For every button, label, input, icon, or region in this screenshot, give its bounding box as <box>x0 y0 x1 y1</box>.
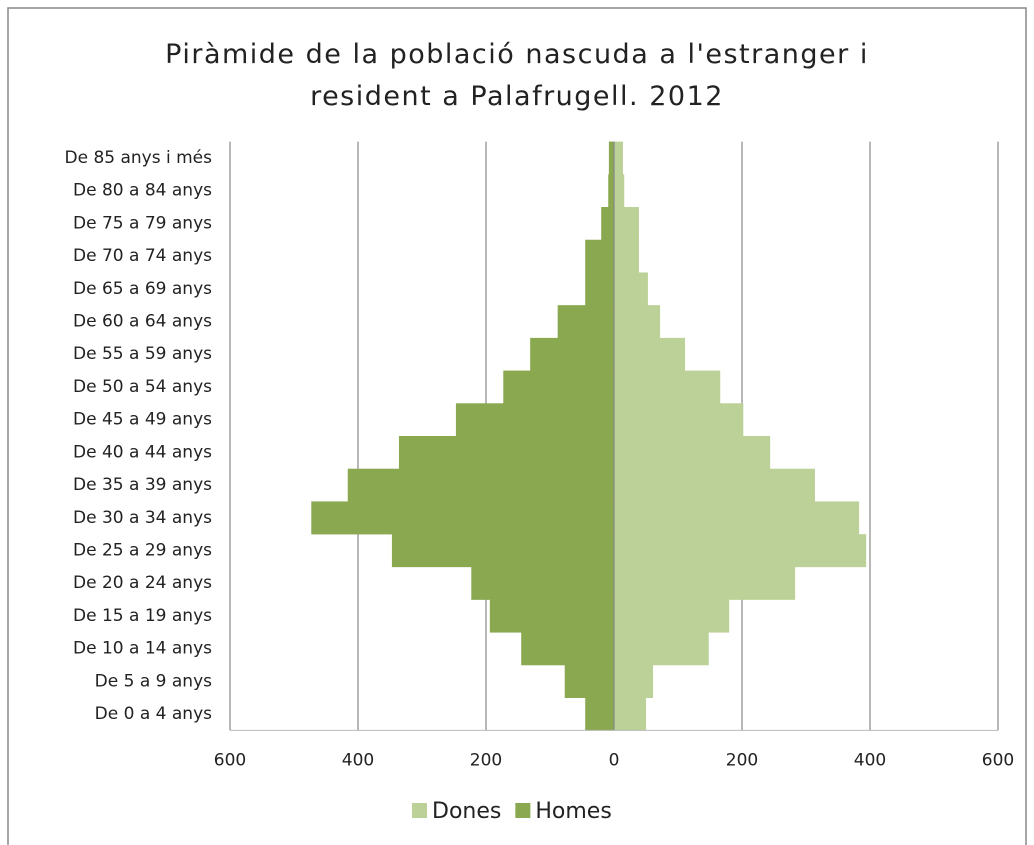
bar <box>311 501 614 535</box>
bar <box>608 174 614 208</box>
x-tick-label: 400 <box>854 750 886 770</box>
bar <box>585 239 614 273</box>
x-tick-label: 600 <box>214 750 246 770</box>
bar <box>489 599 614 633</box>
y-tick-label: De 75 a 79 anys <box>73 213 212 233</box>
x-tick-label: 200 <box>470 750 502 770</box>
bar <box>347 468 614 502</box>
bar <box>614 403 744 437</box>
bar <box>614 566 796 600</box>
y-tick-label: De 65 a 69 anys <box>73 279 212 299</box>
bar <box>614 337 686 371</box>
bar <box>614 534 867 568</box>
x-tick-label: 0 <box>609 750 620 770</box>
legend-swatch <box>515 803 531 818</box>
bar <box>614 239 639 273</box>
bar <box>585 697 614 731</box>
y-tick-label: De 5 a 9 anys <box>95 671 212 691</box>
bar <box>585 272 614 306</box>
y-tick-label: De 40 a 44 anys <box>73 442 212 462</box>
y-tick-label: De 85 anys i més <box>64 148 212 168</box>
y-tick-label: De 25 a 29 anys <box>73 540 212 560</box>
bar <box>614 501 860 535</box>
x-tick-label: 600 <box>982 750 1014 770</box>
bar <box>398 436 614 470</box>
y-tick-label: De 60 a 64 anys <box>73 312 212 332</box>
y-tick-label: De 45 a 49 anys <box>73 410 212 430</box>
bar <box>614 305 661 339</box>
bar <box>471 566 614 600</box>
bar <box>614 272 648 306</box>
bar <box>614 207 639 241</box>
x-tick-label: 400 <box>342 750 374 770</box>
bar <box>614 632 709 666</box>
y-tick-label: De 30 a 34 anys <box>73 508 212 528</box>
bar <box>530 337 614 371</box>
y-tick-label: De 20 a 24 anys <box>73 573 212 593</box>
y-tick-label: De 10 a 14 anys <box>73 639 212 659</box>
bar <box>614 664 654 698</box>
y-tick-label: De 50 a 54 anys <box>73 377 212 397</box>
bar <box>614 599 730 633</box>
chart-title: Piràmide de la població nascuda a l'estr… <box>165 39 869 112</box>
legend-label: Homes <box>535 799 611 824</box>
y-tick-label: De 35 a 39 anys <box>73 475 212 495</box>
bar <box>608 141 614 175</box>
y-tick-label: De 15 a 19 anys <box>73 606 212 626</box>
bar <box>455 403 614 437</box>
bar <box>614 436 771 470</box>
bar <box>614 174 625 208</box>
bar <box>564 664 614 698</box>
y-tick-label: De 55 a 59 anys <box>73 344 212 364</box>
y-tick-label: De 0 a 4 anys <box>95 704 212 724</box>
bar <box>503 370 614 404</box>
frame <box>7 7 1027 845</box>
bar <box>601 207 614 241</box>
x-tick-label: 200 <box>726 750 758 770</box>
legend-label: Dones <box>432 799 501 824</box>
bar <box>557 305 614 339</box>
legend-swatch <box>412 803 427 818</box>
y-tick-label: De 70 a 74 anys <box>73 246 212 266</box>
y-tick-label: De 80 a 84 anys <box>73 181 212 201</box>
bar <box>614 370 721 404</box>
bar <box>614 141 623 175</box>
bar <box>614 468 815 502</box>
bar <box>521 632 614 666</box>
bar <box>614 697 646 731</box>
bar <box>391 534 614 568</box>
